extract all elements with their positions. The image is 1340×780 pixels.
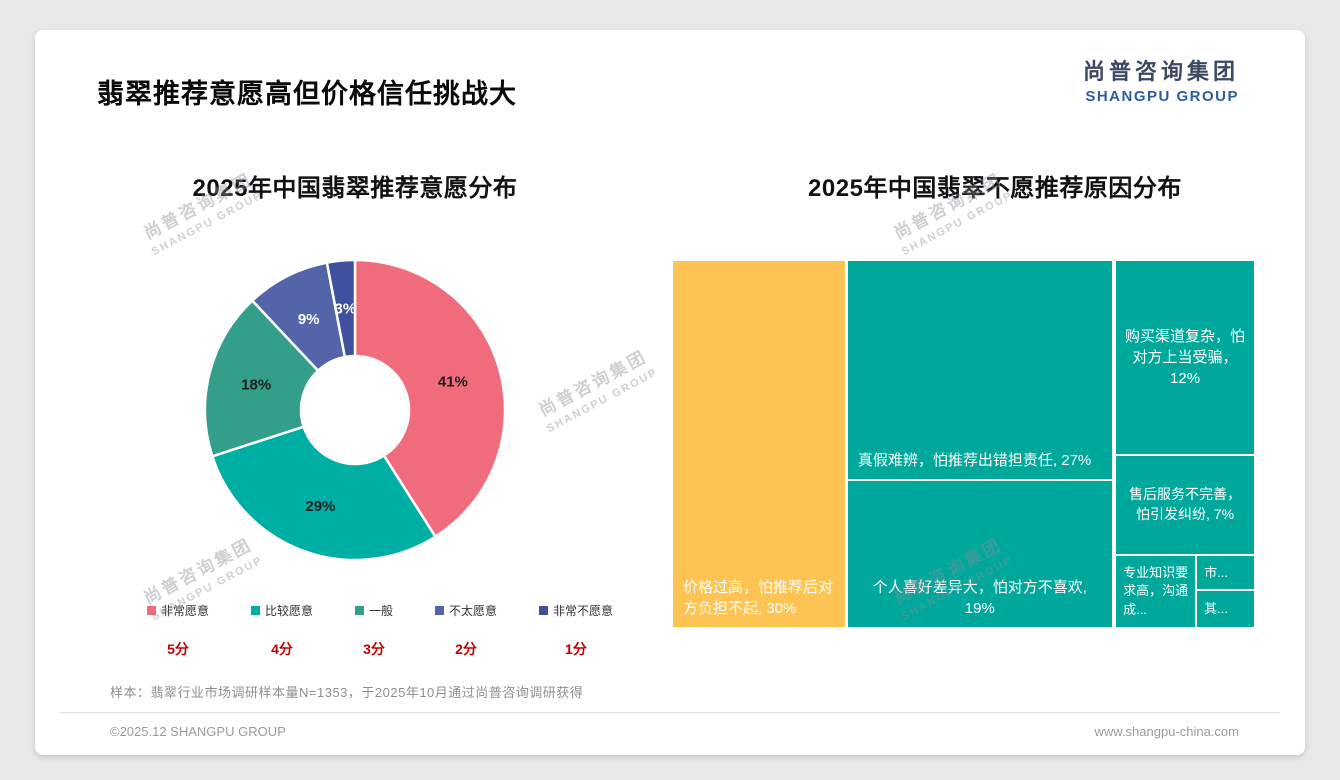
footer-copyright: ©2025.12 SHANGPU GROUP xyxy=(110,724,286,739)
legend-marker xyxy=(538,606,548,615)
company-logo: 尚普咨询集团 SHANGPU GROUP xyxy=(1083,54,1239,105)
legend-col: 非常愿意 5分 xyxy=(147,602,209,659)
legend-label: 比较愿意 xyxy=(264,604,313,618)
legend-item: 非常不愿意 xyxy=(538,602,613,619)
donut-chart-title: 2025年中国翡翠推荐意愿分布 xyxy=(192,175,518,202)
legend-score: 1分 xyxy=(565,641,587,657)
legend-item: 一般 xyxy=(354,602,393,619)
logo-text-cn: 尚普咨询集团 xyxy=(1082,59,1239,84)
treemap-node-label: 个人喜好差异大，怕对方不喜欢, 19% xyxy=(872,578,1087,617)
treemap-node: 其... xyxy=(1196,590,1255,628)
legend-col: 非常不愿意 1分 xyxy=(538,602,613,659)
treemap-chart-title: 2025年中国翡翠不愿推荐原因分布 xyxy=(808,175,1182,202)
legend-marker xyxy=(147,606,156,615)
treemap-node: 售后服务不完善，怕引发纠纷, 7% xyxy=(1115,455,1255,556)
legend-label: 非常不愿意 xyxy=(552,604,613,618)
legend-item: 非常愿意 xyxy=(147,602,209,619)
legend-marker xyxy=(434,606,444,615)
treemap-node-label: 市... xyxy=(1204,564,1228,580)
legend-item: 比较愿意 xyxy=(250,602,313,619)
logo-text-en: SHANGPU GROUP xyxy=(1085,88,1239,105)
footer: ©2025.12 SHANGPU GROUP www.shangpu-china… xyxy=(110,724,1239,739)
legend-col: 不太愿意 2分 xyxy=(434,602,497,659)
donut-slice xyxy=(210,425,438,562)
treemap-node-label: 其... xyxy=(1204,600,1228,616)
treemap-node-label: 售后服务不完善，怕引发纠纷, 7% xyxy=(1129,486,1242,523)
donut-slice-label: 9% xyxy=(298,311,320,328)
legend-score: 3分 xyxy=(363,641,385,657)
treemap-node: 价格过高，怕推荐后对方负担不起, 30% xyxy=(672,260,847,628)
legend-label: 非常愿意 xyxy=(161,604,210,618)
legend-score: 5分 xyxy=(167,641,189,657)
treemap-chart: 价格过高，怕推荐后对方负担不起, 30% 真假难辨，怕推荐出错担责任, 27% 个人… xyxy=(672,260,1255,628)
treemap-node: 专业知识要求高，沟通成... xyxy=(1115,555,1197,628)
donut-slice xyxy=(325,258,357,359)
footer-divider xyxy=(60,712,1280,713)
donut-slice-label: 41% xyxy=(438,374,468,391)
treemap-node-label: 专业知识要求高，沟通成... xyxy=(1123,565,1189,617)
donut-legend: 非常愿意 5分 比较愿意 4分 一般 3分 不太愿意 2分 非常不愿意 1分 xyxy=(147,602,613,659)
treemap-node-label: 真假难辨，怕推荐出错担责任, 27% xyxy=(857,452,1092,470)
legend-marker xyxy=(354,606,364,615)
slide-card: 翡翠推荐意愿高但价格信任挑战大 尚普咨询集团 SHANGPU GROUP 202… xyxy=(35,30,1305,755)
legend-marker xyxy=(250,606,260,615)
footer-website: www.shangpu-china.com xyxy=(1094,724,1239,739)
legend-item: 不太愿意 xyxy=(434,602,497,619)
legend-score: 2分 xyxy=(455,641,477,657)
legend-col: 比较愿意 4分 xyxy=(250,602,313,659)
treemap-node-label: 购买渠道复杂，怕对方上当受骗，12% xyxy=(1125,328,1246,388)
donut-slice-label: 3% xyxy=(335,301,357,318)
treemap-node-label: 价格过高，怕推荐后对方负担不起, 30% xyxy=(683,579,834,617)
treemap-node: 真假难辨，怕推荐出错担责任, 27% xyxy=(846,260,1113,481)
treemap-node: 购买渠道复杂，怕对方上当受骗，12% xyxy=(1115,260,1255,456)
donut-slice-label: 29% xyxy=(305,498,335,515)
donut-slice-label: 18% xyxy=(241,377,271,394)
sample-note: 样本：翡翠行业市场调研样本量N=1353，于2025年10月通过尚普咨询调研获得 xyxy=(110,685,584,700)
legend-score: 4分 xyxy=(271,641,293,657)
donut-chart: 41% 29% 18% 9% 3% xyxy=(203,258,507,562)
donut-slice xyxy=(203,298,320,458)
page-title: 翡翠推荐意愿高但价格信任挑战大 xyxy=(97,79,517,109)
legend-col: 一般 3分 xyxy=(354,602,393,659)
treemap-node: 市... xyxy=(1196,555,1255,591)
treemap-node: 个人喜好差异大，怕对方不喜欢, 19% xyxy=(846,480,1113,628)
legend-label: 不太愿意 xyxy=(448,604,497,618)
legend-label: 一般 xyxy=(368,604,393,618)
